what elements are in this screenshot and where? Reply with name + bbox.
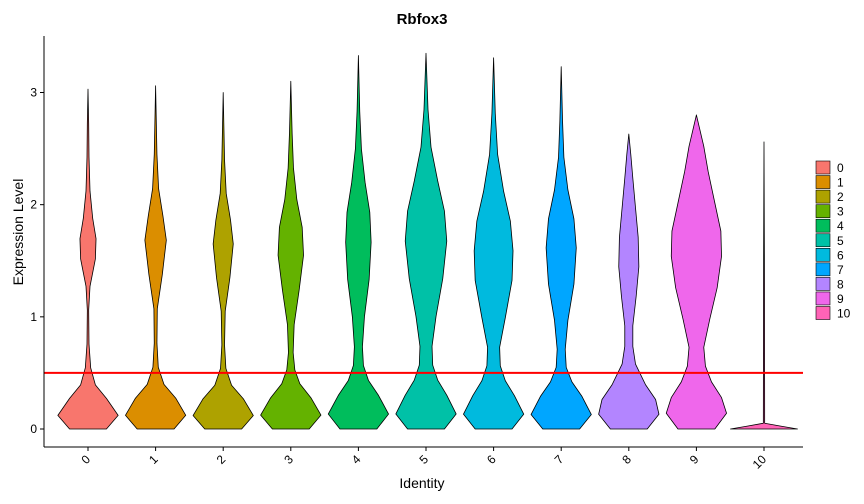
x-tick-label-7: 7	[552, 452, 567, 467]
legend-label-8: 8	[837, 277, 844, 291]
legend-swatch-1	[815, 175, 831, 189]
x-tick-label-6: 6	[484, 452, 499, 467]
y-tick-label-0: 0	[30, 422, 37, 436]
violin-7	[530, 66, 592, 430]
legend-swatch-2	[815, 189, 831, 204]
y-tick-label-2: 2	[30, 198, 37, 212]
x-tick-label-10: 10	[750, 452, 770, 472]
legend-swatch-7	[815, 262, 831, 277]
legend-label-10: 10	[837, 307, 851, 321]
x-tick-label-5: 5	[416, 452, 431, 467]
violin-1	[125, 85, 187, 430]
x-axis-title: Identity	[399, 475, 444, 491]
x-tick-label-0: 0	[78, 452, 93, 467]
legend-label-7: 7	[837, 263, 844, 277]
violin-8	[598, 133, 660, 430]
y-axis-ticks: 0 1 2 3	[30, 86, 44, 436]
legend-swatch-10	[815, 306, 831, 320]
violin-0	[57, 88, 119, 430]
x-tick-label-8: 8	[619, 452, 634, 467]
legend-swatch-9	[815, 291, 831, 306]
legend-label-1: 1	[837, 176, 844, 190]
x-tick-label-2: 2	[214, 452, 229, 467]
legend-swatch-5	[815, 233, 831, 248]
x-axis-ticks: 0 1 2 3 4 5 6 7 8 9 10	[78, 447, 769, 472]
violin-2	[192, 92, 254, 430]
legend-swatch-6	[815, 248, 831, 262]
legend-label-3: 3	[837, 205, 844, 219]
y-tick-label-1: 1	[30, 310, 37, 324]
legend-label-0: 0	[837, 161, 844, 175]
chart-title: Rbfox3	[397, 11, 448, 28]
legend-swatch-3	[815, 204, 831, 218]
legend-swatch-8	[815, 277, 831, 291]
y-tick-label-3: 3	[30, 86, 37, 100]
x-tick-label-9: 9	[687, 452, 702, 467]
violin-3	[260, 80, 322, 430]
x-tick-label-4: 4	[349, 452, 364, 467]
legend-swatch-4	[815, 218, 831, 233]
y-axis-title: Expression Level	[10, 179, 26, 286]
x-tick-label-3: 3	[281, 452, 296, 467]
legend-swatch-0	[815, 160, 831, 175]
legend-label-5: 5	[837, 234, 844, 248]
x-tick-label-1: 1	[146, 452, 161, 467]
legend-label-4: 4	[837, 219, 844, 233]
legend-label-6: 6	[837, 248, 844, 262]
legend-label-2: 2	[837, 190, 844, 204]
legend-label-9: 9	[837, 292, 844, 306]
violin-9	[665, 114, 727, 430]
violin-10	[730, 141, 798, 430]
violin-layer	[57, 52, 798, 430]
